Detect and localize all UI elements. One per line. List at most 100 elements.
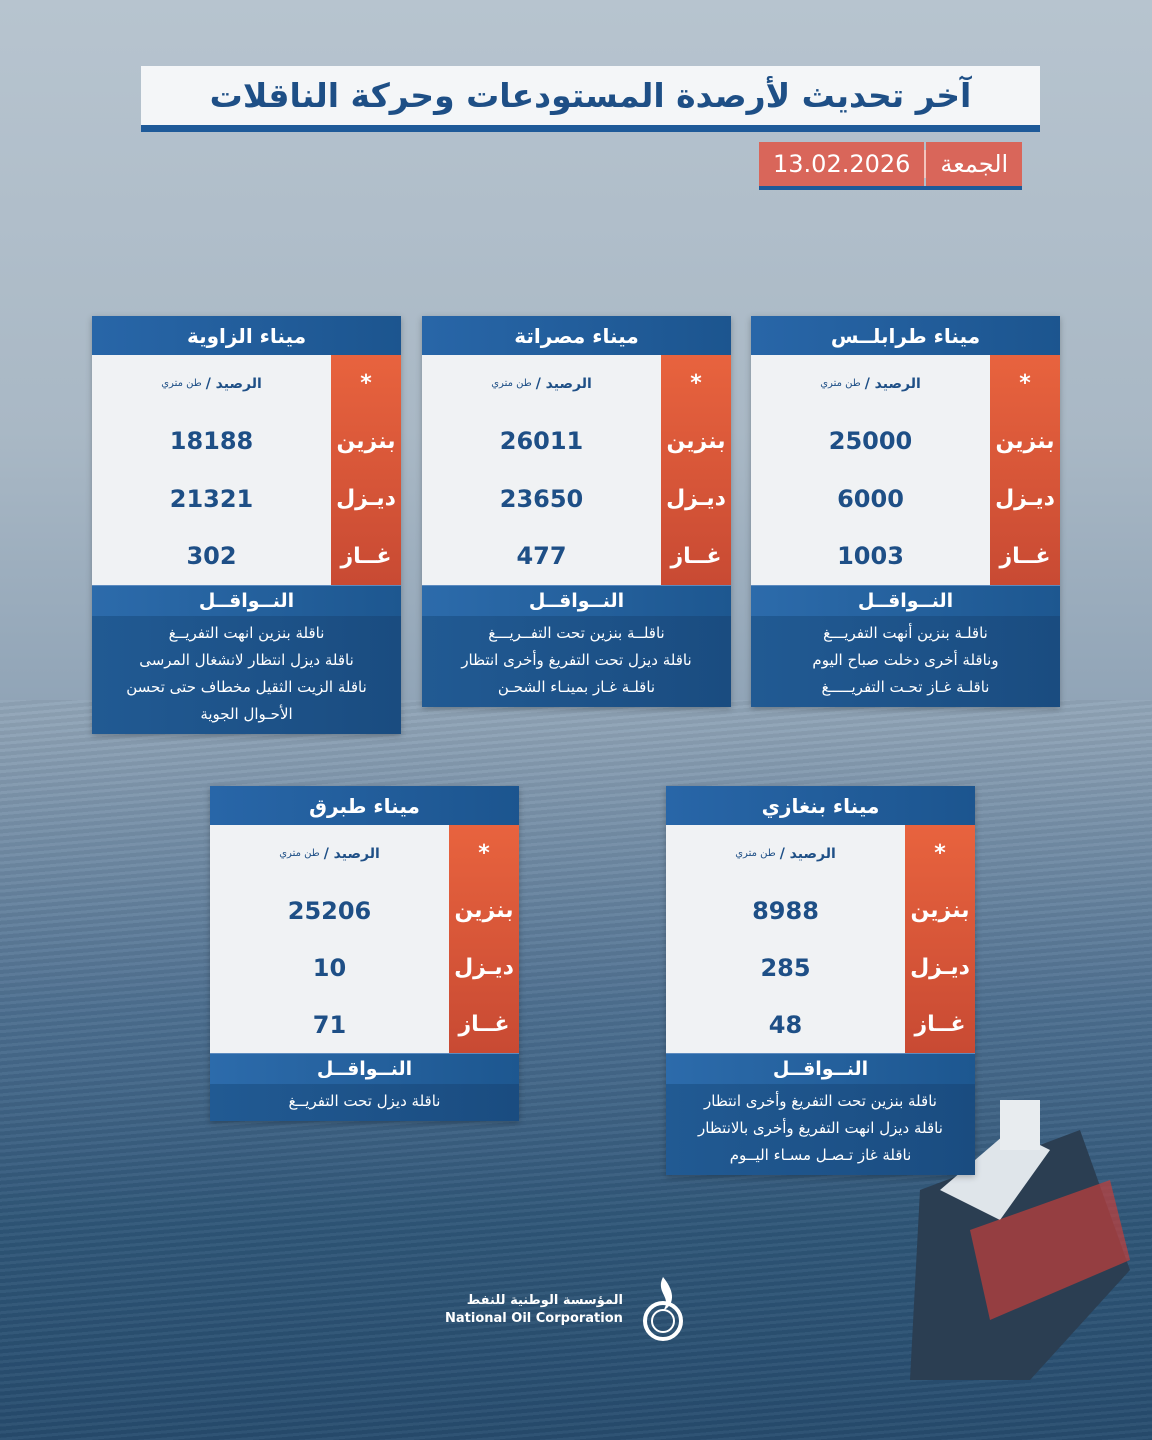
tanker-note: ناقلة ديزل تحت التفريغ وأخرى انتظار xyxy=(461,651,692,669)
port-card: ميناء الزاوية * بنزين ديـزل غــاز الرصيد… xyxy=(92,316,401,734)
date-divider xyxy=(924,150,927,178)
label-gasoline: بنزين xyxy=(336,428,396,454)
label-diesel: ديـزل xyxy=(995,486,1055,512)
tankers-notes: ناقلة بنزين تحت التفريغ وأخرى انتظار ناقل… xyxy=(666,1084,975,1175)
fuel-values: الرصيد / طن متري 25206 10 71 xyxy=(210,825,449,1053)
label-gas: غــاز xyxy=(340,543,392,569)
tanker-note: ناقلة غاز تـصـل مسـاء اليــوم xyxy=(729,1146,912,1164)
diesel-value: 21321 xyxy=(169,484,254,513)
date-day: الجمعة xyxy=(926,142,1023,186)
gasoline-value: 25206 xyxy=(287,896,372,925)
label-diesel: ديـزل xyxy=(454,955,514,980)
gas-value: 71 xyxy=(312,1010,347,1039)
unit-label: طن متري xyxy=(491,378,532,390)
tankers-header: النــواقــل xyxy=(210,1053,519,1084)
logo-english: National Oil Corporation xyxy=(445,1311,623,1326)
tanker-note: ناقلة الزيت الثقيل مخطاف حتى تحسن xyxy=(126,678,367,696)
diesel-value: 10 xyxy=(312,953,347,982)
balance-label: الرصيد / xyxy=(779,845,836,862)
port-card: ميناء طرابلــس * بنزين ديـزل غــاز الرصي… xyxy=(751,316,1060,707)
port-name: ميناء مصراتة xyxy=(422,316,731,355)
port-name: ميناء طرابلــس xyxy=(751,316,1060,355)
date-badge: الجمعة 13.02.2026 xyxy=(759,142,1023,190)
unit-label: طن متري xyxy=(820,378,861,390)
label-diesel: ديـزل xyxy=(336,486,396,512)
tankers-header: النــواقــل xyxy=(666,1053,975,1084)
tankers-notes: ناقلـة بنزين أنهت التفريـــغ وناقلة أخرى … xyxy=(751,616,1060,707)
tankers-notes: ناقلة ديزل تحت التفريــغ xyxy=(210,1084,519,1121)
tanker-note: ناقلة ديزل تحت التفريــغ xyxy=(288,1092,441,1110)
asterisk-icon: * xyxy=(360,371,372,397)
gas-value: 477 xyxy=(516,542,567,571)
label-diesel: ديـزل xyxy=(666,486,726,512)
unit-label: طن متري xyxy=(735,848,776,859)
tankers-header: النــواقــل xyxy=(422,585,731,616)
label-gasoline: بنزين xyxy=(995,428,1055,454)
tanker-note: ناقلة ديزل انهت التفريغ وأخرى بالانتظار xyxy=(698,1119,943,1137)
tanker-note: وناقلة أخرى دخلت صباح اليوم xyxy=(812,651,999,669)
label-gas: غــاز xyxy=(914,1012,966,1037)
fuel-labels: * بنزين ديـزل غــاز xyxy=(905,825,975,1053)
label-gas: غــاز xyxy=(999,543,1051,569)
label-diesel: ديـزل xyxy=(910,955,970,980)
label-gas: غــاز xyxy=(670,543,722,569)
balance-label: الرصيد / xyxy=(205,375,262,392)
unit-label: طن متري xyxy=(161,378,202,390)
gas-value: 1003 xyxy=(837,542,904,571)
fuel-values: الرصيد / طن متري 26011 23650 477 xyxy=(422,355,661,585)
tankers-header: النــواقــل xyxy=(92,585,401,616)
port-card: ميناء بنغازي * بنزين ديـزل غــاز الرصيد … xyxy=(666,786,975,1175)
balance-header: الرصيد / طن متري xyxy=(161,355,262,413)
balance-header: الرصيد / طن متري xyxy=(491,355,592,413)
fuel-labels: * بنزين ديـزل غــاز xyxy=(331,355,401,585)
noc-logo: المؤسسة الوطنية للنفط National Oil Corpo… xyxy=(445,1275,693,1345)
tanker-note: الأحـوال الجوية xyxy=(200,705,293,723)
fuel-labels: * بنزين ديـزل غــاز xyxy=(449,825,519,1053)
diesel-value: 23650 xyxy=(499,484,584,513)
fuel-values: الرصيد / طن متري 8988 285 48 xyxy=(666,825,905,1053)
gasoline-value: 8988 xyxy=(752,896,819,925)
port-name: ميناء بنغازي xyxy=(666,786,975,825)
label-gasoline: بنزين xyxy=(910,898,970,923)
tankers-notes: ناقلــة بنزين تحت التفــريـــغ ناقلة ديزل… xyxy=(422,616,731,707)
tanker-note: ناقلـة بنزين أنهت التفريـــغ xyxy=(823,624,988,642)
gas-value: 302 xyxy=(186,542,237,571)
label-gas: غــاز xyxy=(458,1012,510,1037)
label-gasoline: بنزين xyxy=(454,898,514,923)
balance-label: الرصيد / xyxy=(535,375,592,392)
port-name: ميناء طبرق xyxy=(210,786,519,825)
port-name: ميناء الزاوية xyxy=(92,316,401,355)
fuel-values: الرصيد / طن متري 25000 6000 1003 xyxy=(751,355,990,585)
asterisk-icon: * xyxy=(1019,371,1031,397)
tanker-note: ناقلـة غـاز بمينـاء الشحـن xyxy=(497,678,656,696)
label-gasoline: بنزين xyxy=(666,428,726,454)
balance-label: الرصيد / xyxy=(323,845,380,862)
fuel-labels: * بنزين ديـزل غــاز xyxy=(990,355,1060,585)
tanker-note: ناقلــة بنزين تحت التفــريـــغ xyxy=(488,624,665,642)
gasoline-value: 25000 xyxy=(828,427,913,456)
balance-header: الرصيد / طن متري xyxy=(820,355,921,413)
asterisk-icon: * xyxy=(934,841,946,866)
balance-label: الرصيد / xyxy=(864,375,921,392)
port-card: ميناء طبرق * بنزين ديـزل غــاز الرصيد / ط… xyxy=(210,786,519,1121)
port-card: ميناء مصراتة * بنزين ديـزل غــاز الرصيد … xyxy=(422,316,731,707)
tanker-note: ناقلـة غـاز تحـت التفريـــــغ xyxy=(821,678,990,696)
tanker-note: ناقلة بنزين تحت التفريغ وأخرى انتظار xyxy=(704,1092,937,1110)
tanker-note: ناقلة ديزل انتظار لانشغال المرسى xyxy=(139,651,354,669)
tanker-ship-image xyxy=(910,1100,1130,1380)
fuel-labels: * بنزين ديـزل غــاز xyxy=(661,355,731,585)
diesel-value: 6000 xyxy=(837,484,904,513)
asterisk-icon: * xyxy=(478,841,490,866)
date-value: 13.02.2026 xyxy=(759,142,925,186)
tankers-header: النــواقــل xyxy=(751,585,1060,616)
page-title: آخر تحديث لأرصدة المستودعات وحركة الناقل… xyxy=(141,66,1040,132)
logo-arabic: المؤسسة الوطنية للنفط xyxy=(466,1293,623,1308)
gas-value: 48 xyxy=(768,1010,803,1039)
diesel-value: 285 xyxy=(760,953,811,982)
unit-label: طن متري xyxy=(279,848,320,859)
flame-logo-icon xyxy=(642,1277,683,1341)
gasoline-value: 18188 xyxy=(169,427,254,456)
balance-header: الرصيد / طن متري xyxy=(279,825,380,882)
gasoline-value: 26011 xyxy=(499,427,584,456)
asterisk-icon: * xyxy=(690,371,702,397)
